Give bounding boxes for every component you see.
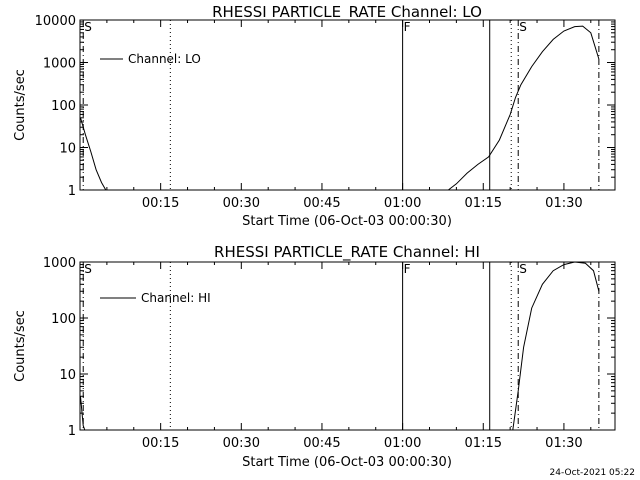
series-line (512, 261, 600, 431)
x-axis-label: Start Time (06-Oct-03 00:00:30) (242, 455, 452, 470)
plot-frame (79, 261, 616, 431)
y-axis-label: Counts/sec (13, 69, 28, 141)
plot-frame (79, 19, 616, 191)
chart-title: RHESSI PARTICLE_RATE Channel: LO (212, 3, 482, 22)
x-tick-label: 00:45 (303, 196, 340, 211)
marker-label: S (519, 262, 527, 276)
x-tick-label: 01:15 (465, 196, 502, 211)
legend: Channel: LO (100, 52, 201, 66)
marker-label: F (404, 20, 411, 34)
y-tick-label: 100 (51, 99, 76, 114)
series-line (447, 25, 600, 191)
x-tick-label: 01:30 (545, 196, 582, 211)
chart-hi: RHESSI PARTICLE_RATE Channel: HI Start T… (13, 243, 616, 470)
marker-label: S (519, 20, 527, 34)
x-tick-label: 01:30 (545, 436, 582, 451)
y-tick-label: 1000 (43, 256, 76, 271)
marker-label: S (84, 20, 92, 34)
x-tick-label: 01:00 (384, 436, 421, 451)
x-tick-label: 00:15 (142, 196, 179, 211)
y-ticks: 1 10 100 1000 (43, 256, 615, 439)
y-tick-label: 10000 (35, 14, 76, 29)
marker-label: S (84, 262, 92, 276)
chart-title: RHESSI PARTICLE_RATE Channel: HI (214, 243, 480, 262)
x-tick-label: 01:00 (384, 196, 421, 211)
y-ticks: 1 10 100 1000 10000 (35, 14, 615, 199)
y-tick-label: 1 (68, 424, 76, 439)
y-tick-label: 1000 (43, 57, 76, 72)
x-tick-label: 00:30 (223, 436, 260, 451)
x-tick-label: 01:15 (465, 436, 502, 451)
chart-lo: RHESSI PARTICLE_RATE Channel: LO Start T… (13, 3, 616, 229)
y-axis-label: Counts/sec (13, 310, 28, 382)
legend-label: Channel: HI (141, 291, 211, 305)
x-tick-label: 00:30 (223, 196, 260, 211)
legend: Channel: HI (100, 291, 211, 305)
y-tick-label: 100 (51, 312, 76, 327)
series-line (80, 396, 86, 431)
y-tick-label: 10 (59, 142, 76, 157)
y-tick-label: 10 (59, 368, 76, 383)
x-axis-label: Start Time (06-Oct-03 00:00:30) (242, 214, 452, 229)
x-tick-label: 00:15 (142, 436, 179, 451)
marker-label: F (404, 262, 411, 276)
footer-timestamp: 24-Oct-2021 05:22 (550, 468, 635, 478)
data-series (80, 261, 600, 431)
legend-label: Channel: LO (128, 52, 201, 66)
x-tick-label: 00:45 (303, 436, 340, 451)
data-series (80, 25, 600, 191)
y-tick-label: 1 (68, 184, 76, 199)
series-line (80, 117, 107, 191)
x-ticks: 00:15 00:30 00:45 01:00 01:15 01:30 (106, 262, 592, 451)
